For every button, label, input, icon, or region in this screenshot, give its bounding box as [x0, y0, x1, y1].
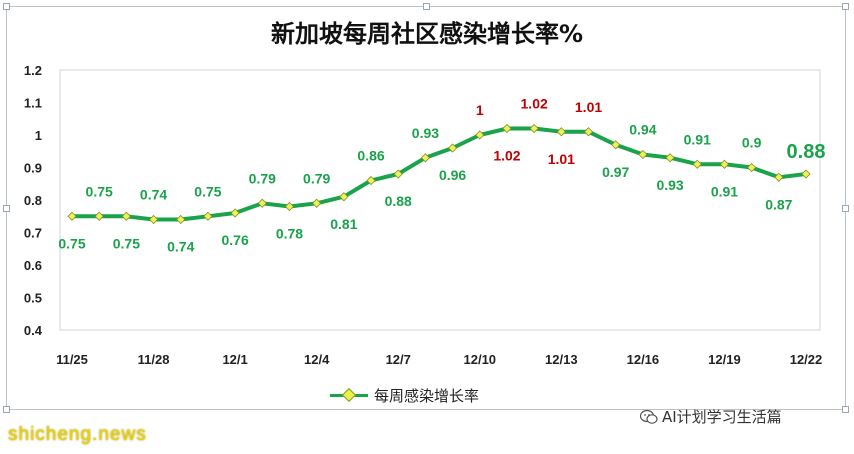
- data-point-marker: [719, 159, 730, 169]
- data-point-marker: [366, 175, 376, 186]
- resize-handle-top-center[interactable]: [423, 3, 430, 10]
- legend-line-swatch: [330, 387, 368, 402]
- data-label: 0.94: [629, 122, 656, 138]
- chart-frame: [3, 3, 849, 413]
- data-label: 0.88: [787, 141, 826, 163]
- y-tick-label: 0.4: [24, 323, 43, 338]
- data-label: 0.75: [113, 235, 140, 251]
- legend: 每周感染增长率: [330, 384, 479, 406]
- data-label: 0.91: [684, 131, 711, 147]
- data-label: 0.75: [86, 183, 113, 199]
- data-label: 0.79: [249, 170, 276, 186]
- data-point-marker: [556, 127, 566, 137]
- data-label: 1.02: [521, 96, 548, 112]
- x-tick-label: 12/10: [464, 352, 497, 367]
- data-point-marker: [94, 211, 104, 221]
- data-label: 0.81: [330, 216, 357, 232]
- x-tick-label: 11/25: [56, 352, 88, 367]
- data-point-marker: [312, 198, 322, 208]
- data-label: 0.9: [742, 135, 762, 151]
- watermark-right-text: AI计划学习生活篇: [662, 408, 782, 426]
- y-tick-label: 0.9: [24, 161, 42, 176]
- x-tick-label: 12/16: [627, 352, 660, 367]
- data-point-marker: [67, 211, 77, 221]
- data-point-marker: [529, 123, 539, 134]
- data-label: 0.97: [602, 164, 629, 180]
- x-tick-label: 12/13: [545, 352, 578, 367]
- data-label: 1.02: [493, 148, 520, 164]
- data-point-marker: [121, 211, 131, 221]
- data-label: 0.74: [140, 187, 167, 203]
- data-label: 0.91: [711, 183, 738, 199]
- data-point-marker: [475, 130, 485, 140]
- data-label: 1: [476, 102, 484, 118]
- x-tick-label: 12/1: [222, 352, 247, 367]
- data-point-marker: [420, 153, 430, 163]
- chart-title: 新加坡每周社区感染增长率%: [270, 20, 584, 48]
- data-point-marker: [638, 149, 648, 160]
- data-point-marker: [774, 172, 784, 182]
- data-label: 0.75: [194, 183, 221, 199]
- data-label: 0.93: [412, 125, 439, 141]
- data-label: 0.79: [303, 170, 330, 186]
- plot-border: [59, 69, 821, 331]
- watermark-left: shicheng.news: [8, 424, 147, 445]
- data-point-marker: [257, 198, 267, 208]
- data-point-marker: [339, 192, 349, 202]
- data-point-marker: [801, 169, 811, 179]
- x-tick-label: 12/7: [386, 352, 411, 367]
- data-point-marker: [747, 162, 757, 173]
- y-tick-label: 1.1: [24, 96, 42, 111]
- data-label: 1.01: [548, 151, 575, 167]
- data-point-marker: [230, 208, 240, 218]
- data-point-marker: [502, 123, 512, 134]
- data-label: 0.88: [385, 193, 412, 209]
- y-tick-label: 1.2: [24, 63, 42, 78]
- x-tick-label: 11/28: [138, 352, 170, 367]
- watermark-right: AI计划学习生活篇: [640, 406, 782, 427]
- data-label: 0.78: [276, 226, 303, 242]
- data-point-marker: [583, 127, 594, 137]
- y-tick-label: 0.7: [24, 226, 42, 241]
- resize-handle-middle-right[interactable]: [842, 205, 849, 212]
- resize-handle-middle-left[interactable]: [3, 205, 10, 212]
- x-tick-label: 12/19: [708, 352, 741, 367]
- y-tick-label: 0.5: [24, 291, 42, 306]
- data-point-marker: [692, 159, 702, 169]
- data-point-marker: [148, 214, 159, 225]
- data-point-marker: [203, 211, 213, 221]
- resize-handle-bottom-left[interactable]: [3, 406, 10, 413]
- y-tick-label: 1: [35, 128, 42, 143]
- data-label: 1.01: [575, 99, 602, 115]
- data-point-marker: [284, 201, 295, 212]
- data-point-marker: [665, 153, 675, 163]
- data-point-marker: [393, 169, 403, 179]
- data-point-marker: [176, 214, 186, 225]
- data-point-marker: [448, 143, 458, 153]
- resize-handle-top-right[interactable]: [842, 3, 849, 10]
- data-label: 0.76: [221, 232, 248, 248]
- resize-handle-top-left[interactable]: [3, 3, 10, 10]
- x-tick-label: 12/4: [304, 352, 330, 367]
- data-label: 0.96: [439, 167, 466, 183]
- data-point-marker: [611, 140, 621, 150]
- data-label: 0.74: [167, 239, 194, 255]
- series-line: [72, 126, 807, 222]
- x-tick-label: 12/22: [790, 352, 823, 367]
- data-label: 0.86: [357, 148, 384, 164]
- y-tick-label: 0.8: [24, 193, 42, 208]
- legend-label: 每周感染增长率: [374, 386, 480, 405]
- resize-handle-bottom-right[interactable]: [842, 406, 849, 413]
- data-label: 0.75: [58, 235, 85, 251]
- wechat-icon: [640, 409, 658, 424]
- data-label: 0.93: [656, 177, 683, 193]
- data-label: 0.87: [765, 196, 792, 212]
- legend-diamond-marker: [341, 387, 357, 402]
- y-tick-label: 0.6: [24, 258, 42, 273]
